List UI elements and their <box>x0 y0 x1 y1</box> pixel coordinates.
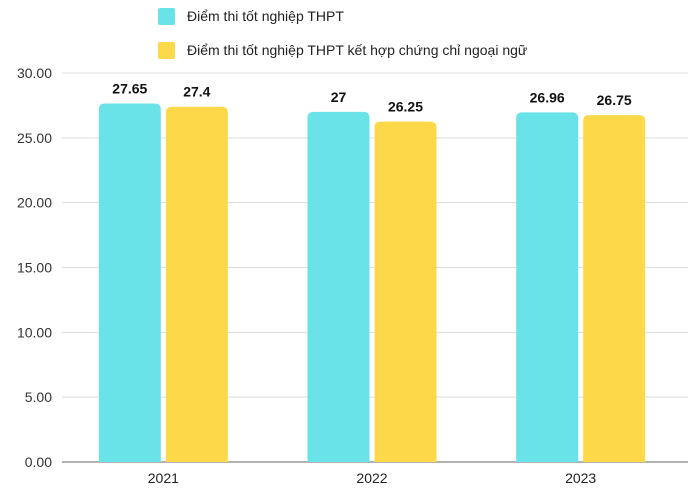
bar-2023-series-1 <box>516 112 579 462</box>
x-tick-label: 2022 <box>356 470 387 486</box>
bar-2022-series-1 <box>307 111 370 463</box>
x-tick-label: 2021 <box>148 470 179 486</box>
legend: Điểm thi tốt nghiệp THPT Điểm thi tốt ng… <box>158 6 527 74</box>
data-label: 27 <box>331 89 347 105</box>
data-label: 26.75 <box>597 92 632 108</box>
x-tick-label: 2023 <box>565 470 596 486</box>
y-tick-label: 30.00 <box>17 65 52 81</box>
bar-2021-series-1 <box>98 103 161 462</box>
data-label: 26.96 <box>530 89 565 105</box>
y-tick-label: 5.00 <box>25 389 52 405</box>
legend-swatch-series-2 <box>158 41 175 59</box>
data-label: 27.65 <box>112 80 147 96</box>
y-tick-label: 15.00 <box>17 260 52 276</box>
y-tick-label: 0.00 <box>25 454 52 470</box>
bar-2022-series-2 <box>374 121 437 462</box>
y-tick-label: 20.00 <box>17 195 52 211</box>
legend-item-series-2: Điểm thi tốt nghiệp THPT kết hợp chứng c… <box>158 40 527 60</box>
y-tick-label: 25.00 <box>17 130 52 146</box>
bar-2021-series-2 <box>165 106 228 463</box>
data-label: 27.4 <box>183 84 210 100</box>
legend-swatch-series-1 <box>158 7 175 25</box>
legend-item-series-1: Điểm thi tốt nghiệp THPT <box>158 6 527 26</box>
legend-label-series-2: Điểm thi tốt nghiệp THPT kết hợp chứng c… <box>187 42 528 58</box>
data-label: 26.25 <box>388 99 423 115</box>
legend-label-series-1: Điểm thi tốt nghiệp THPT <box>187 8 344 24</box>
bar-2023-series-2 <box>583 115 646 463</box>
y-tick-label: 10.00 <box>17 324 52 340</box>
